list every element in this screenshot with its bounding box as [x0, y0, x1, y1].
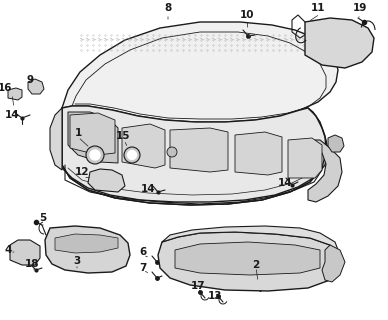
Text: 14: 14	[278, 178, 292, 188]
Polygon shape	[122, 124, 165, 168]
Text: 1: 1	[74, 128, 81, 138]
Polygon shape	[10, 240, 40, 265]
Polygon shape	[62, 22, 338, 122]
Polygon shape	[175, 242, 320, 275]
Text: 17: 17	[191, 281, 205, 291]
Text: 4: 4	[4, 245, 12, 255]
Text: 5: 5	[39, 213, 47, 223]
Text: 9: 9	[26, 75, 34, 85]
Polygon shape	[170, 128, 228, 172]
Text: 19: 19	[353, 3, 367, 13]
Polygon shape	[50, 108, 62, 170]
Polygon shape	[68, 112, 118, 163]
Polygon shape	[88, 169, 125, 192]
Polygon shape	[158, 232, 340, 291]
Text: 7: 7	[139, 263, 147, 273]
Polygon shape	[28, 79, 44, 94]
Circle shape	[86, 146, 104, 164]
Text: 14: 14	[141, 184, 155, 194]
Text: 18: 18	[25, 259, 39, 269]
Polygon shape	[322, 245, 345, 282]
Text: 14: 14	[5, 110, 19, 120]
Text: 6: 6	[139, 247, 147, 257]
Circle shape	[128, 150, 137, 159]
Text: 2: 2	[252, 260, 260, 270]
Polygon shape	[288, 138, 322, 178]
Text: 11: 11	[311, 3, 325, 13]
Polygon shape	[55, 234, 118, 253]
Polygon shape	[45, 226, 130, 273]
Text: 3: 3	[73, 256, 81, 266]
Polygon shape	[305, 18, 374, 68]
Circle shape	[167, 147, 177, 157]
Circle shape	[124, 147, 140, 163]
Text: 16: 16	[0, 83, 12, 93]
Polygon shape	[162, 226, 340, 255]
Polygon shape	[8, 88, 22, 100]
Text: 12: 12	[75, 167, 89, 177]
Circle shape	[90, 150, 100, 160]
Polygon shape	[62, 106, 328, 202]
Polygon shape	[70, 113, 115, 155]
Text: 13: 13	[208, 291, 222, 301]
Polygon shape	[235, 132, 282, 175]
Text: 8: 8	[165, 3, 171, 13]
Polygon shape	[308, 140, 342, 202]
Text: 15: 15	[116, 131, 130, 141]
Polygon shape	[328, 135, 344, 152]
Text: 10: 10	[240, 10, 254, 20]
